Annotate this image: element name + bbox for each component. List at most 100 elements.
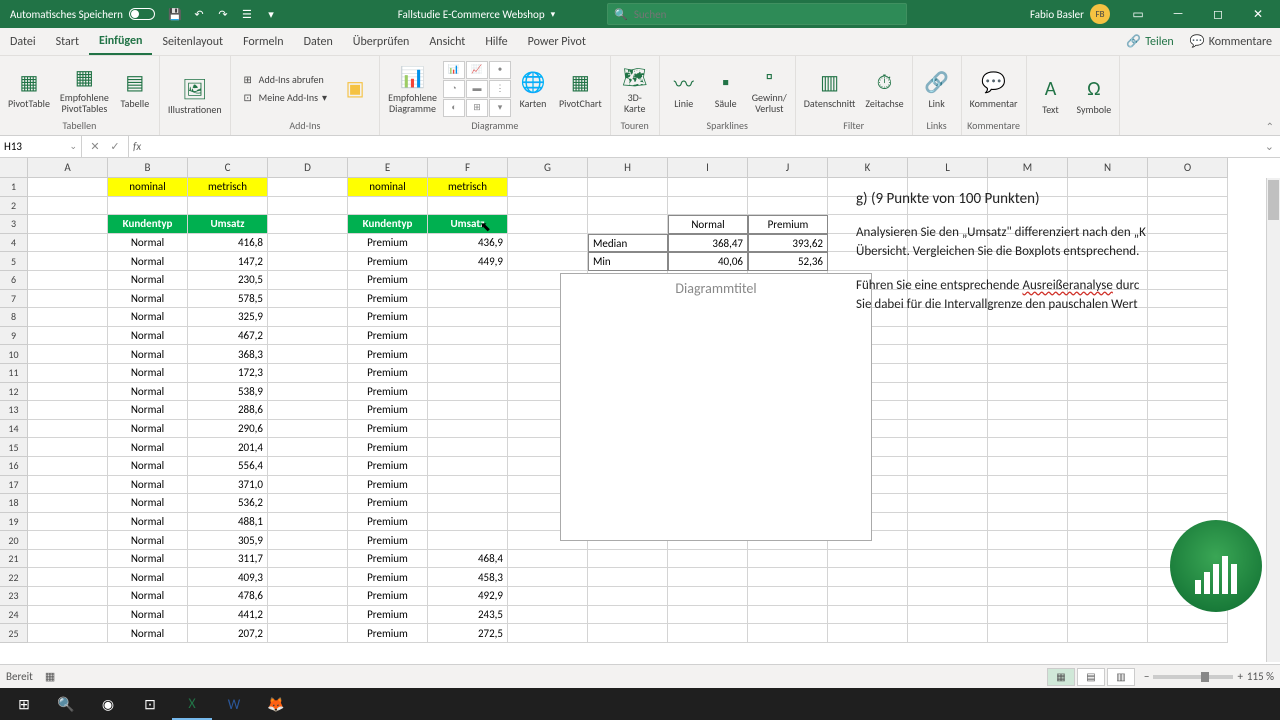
cell[interactable] (28, 624, 108, 643)
row-header[interactable]: 13 (0, 401, 28, 420)
cell[interactable]: 311,7 (188, 550, 268, 569)
cell[interactable] (268, 587, 348, 606)
firefox-taskbar-icon[interactable]: 🦊 (256, 688, 296, 720)
cell[interactable] (1068, 531, 1148, 550)
bing-addin-button[interactable]: ▣ (335, 73, 375, 105)
cell[interactable]: 40,06 (668, 252, 748, 271)
cell[interactable]: Premium (348, 550, 428, 569)
row-header[interactable]: 16 (0, 457, 28, 476)
ribbon-tab-formeln[interactable]: Formeln (233, 28, 293, 55)
cell[interactable] (1068, 587, 1148, 606)
cell[interactable] (1068, 438, 1148, 457)
row-header[interactable]: 23 (0, 587, 28, 606)
text-button[interactable]: AText (1031, 73, 1071, 117)
cell[interactable] (908, 550, 988, 569)
cell[interactable]: Normal (108, 587, 188, 606)
ribbon-tab-power pivot[interactable]: Power Pivot (518, 28, 596, 55)
row-header[interactable]: 8 (0, 308, 28, 327)
cell[interactable] (428, 383, 508, 402)
accept-formula-icon[interactable]: ✓ (106, 140, 124, 153)
recommended-pivot-button[interactable]: ▦Empfohlene PivotTables (56, 61, 113, 116)
cell[interactable] (268, 197, 348, 216)
get-addins-button[interactable]: ⊞Add-Ins abrufen (237, 72, 331, 88)
cell[interactable]: Premium (348, 494, 428, 513)
cell[interactable] (268, 290, 348, 309)
cell[interactable]: nominal (348, 178, 428, 197)
cell[interactable] (828, 624, 908, 643)
cell[interactable] (268, 494, 348, 513)
cell[interactable] (188, 197, 268, 216)
cell[interactable] (668, 606, 748, 625)
cell[interactable] (428, 308, 508, 327)
cell[interactable]: 488,1 (188, 513, 268, 532)
search-box[interactable]: 🔍 (607, 3, 907, 25)
cell[interactable] (1148, 364, 1228, 383)
cell[interactable] (428, 401, 508, 420)
chart-object[interactable]: Diagrammtitel (560, 273, 872, 541)
cell[interactable] (988, 513, 1068, 532)
cell[interactable] (668, 587, 748, 606)
cell[interactable] (1148, 476, 1228, 495)
cell[interactable] (28, 308, 108, 327)
cell[interactable] (908, 420, 988, 439)
cell[interactable]: 371,0 (188, 476, 268, 495)
row-header[interactable]: 5 (0, 252, 28, 271)
cell[interactable]: Normal (108, 345, 188, 364)
cell[interactable]: 409,3 (188, 568, 268, 587)
cell[interactable] (268, 624, 348, 643)
cell[interactable] (748, 178, 828, 197)
cell[interactable] (988, 624, 1068, 643)
cell[interactable] (28, 568, 108, 587)
cell[interactable] (988, 383, 1068, 402)
col-header-J[interactable]: J (748, 158, 828, 178)
cell[interactable]: 52,36 (748, 252, 828, 271)
cell[interactable] (268, 568, 348, 587)
cell[interactable] (28, 345, 108, 364)
cell[interactable] (28, 513, 108, 532)
cell[interactable]: 325,9 (188, 308, 268, 327)
cell[interactable] (588, 606, 668, 625)
cell[interactable]: Normal (108, 624, 188, 643)
fx-icon[interactable]: fx (129, 140, 145, 153)
zoom-out-button[interactable]: − (1144, 670, 1149, 683)
table-button[interactable]: ▤Tabelle (115, 67, 155, 111)
row-header[interactable]: 10 (0, 345, 28, 364)
cell[interactable] (988, 438, 1068, 457)
row-header[interactable]: 19 (0, 513, 28, 532)
cell[interactable]: 458,3 (428, 568, 508, 587)
cell[interactable] (588, 178, 668, 197)
cell[interactable]: Kundentyp (108, 215, 188, 234)
my-addins-button[interactable]: ⊡Meine Add-Ins ▾ (237, 90, 331, 106)
row-header[interactable]: 15 (0, 438, 28, 457)
cell[interactable]: 201,4 (188, 438, 268, 457)
cell[interactable] (428, 345, 508, 364)
cell[interactable]: Normal (108, 290, 188, 309)
minimize-icon[interactable]: — (1160, 0, 1196, 28)
cell[interactable] (428, 271, 508, 290)
col-header-C[interactable]: C (188, 158, 268, 178)
cell[interactable]: Premium (348, 290, 428, 309)
cell[interactable] (988, 606, 1068, 625)
cell[interactable]: Premium (348, 364, 428, 383)
cell[interactable] (1068, 383, 1148, 402)
ribbon-tab-überprüfen[interactable]: Überprüfen (343, 28, 420, 55)
comments-button[interactable]: 💬 Kommentare (1182, 34, 1280, 49)
cell[interactable]: Kundentyp (348, 215, 428, 234)
cell[interactable]: 492,9 (428, 587, 508, 606)
cell[interactable] (28, 364, 108, 383)
cell[interactable] (668, 568, 748, 587)
cell[interactable] (1068, 345, 1148, 364)
ribbon-tab-daten[interactable]: Daten (294, 28, 343, 55)
cell[interactable]: Premium (748, 215, 828, 234)
cell[interactable] (1068, 476, 1148, 495)
cell[interactable] (428, 327, 508, 346)
cell[interactable] (428, 197, 508, 216)
cell[interactable] (508, 215, 588, 234)
cell[interactable] (28, 234, 108, 253)
cell[interactable] (828, 568, 908, 587)
cell[interactable] (988, 327, 1068, 346)
cell[interactable]: Umsatz (188, 215, 268, 234)
cell[interactable] (268, 327, 348, 346)
cell[interactable] (1148, 624, 1228, 643)
cell[interactable] (1148, 420, 1228, 439)
